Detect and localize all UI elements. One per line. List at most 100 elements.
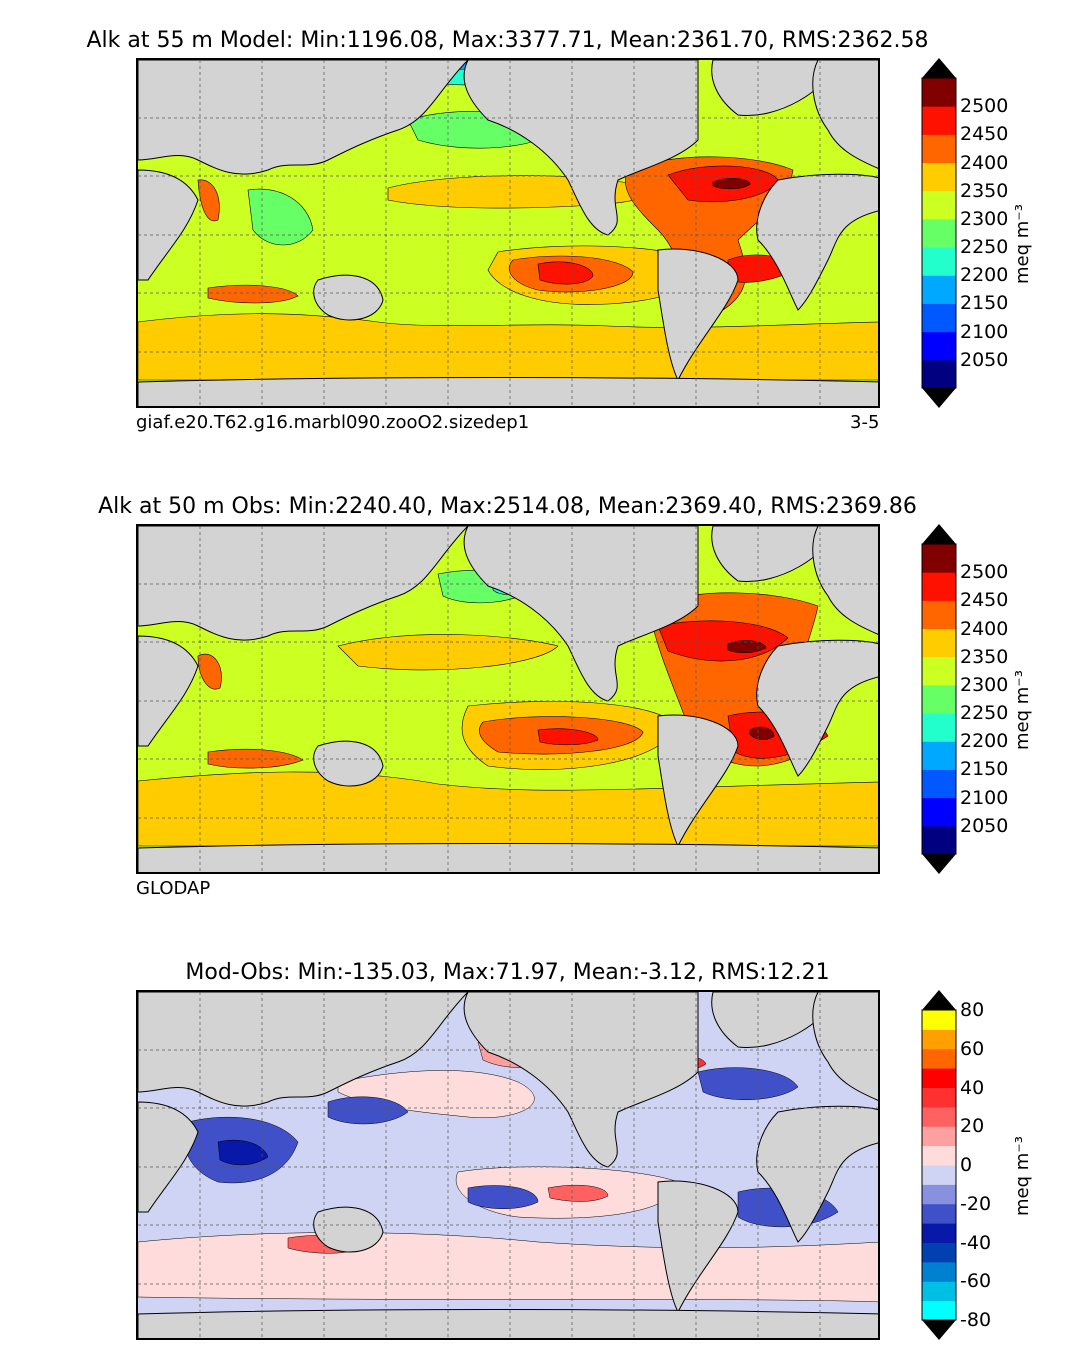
obs-source-name: GLODAP xyxy=(136,878,211,899)
colorbar-tick-label: 2150 xyxy=(960,292,1009,315)
land-south-america xyxy=(657,1180,739,1314)
colorbar-extend-min xyxy=(922,854,956,874)
land-africa xyxy=(756,639,878,777)
model-contour-2500-natl xyxy=(712,178,751,190)
model-colorbar-label: meq m⁻³ xyxy=(1012,203,1033,284)
land-europe-east xyxy=(812,526,878,635)
colorbar-swatch xyxy=(922,1300,956,1321)
colorbar-tick-label: 20 xyxy=(960,1115,985,1138)
colorbar-swatch xyxy=(922,1184,956,1205)
obs-contour-2400-sio xyxy=(207,748,304,769)
land-australia xyxy=(313,1206,384,1253)
obs-map-plot xyxy=(138,526,878,872)
land-south-america xyxy=(657,714,739,848)
colorbar-tick-label: 2500 xyxy=(960,561,1009,584)
colorbar-tick-label: 2100 xyxy=(960,320,1009,343)
colorbar-tick-label: 2350 xyxy=(960,179,1009,202)
colorbar-swatch xyxy=(922,1242,956,1263)
colorbar-extend-max xyxy=(922,990,956,1010)
colorbar-tick-label: 2300 xyxy=(960,673,1009,696)
model-colorbar-plot xyxy=(921,58,957,408)
diff-neg-np xyxy=(327,1096,409,1125)
colorbar-swatch xyxy=(922,1048,956,1069)
model-map-title: Alk at 55 m Model: Min:1196.08, Max:3377… xyxy=(86,28,929,53)
model-contour-2400-sio xyxy=(207,284,299,304)
colorbar-swatch xyxy=(922,134,956,164)
land-europe-east xyxy=(812,992,878,1101)
land-antarctica xyxy=(138,1309,878,1338)
colorbar-tick-label: 2100 xyxy=(960,786,1009,809)
diff-neg-sp xyxy=(467,1185,539,1209)
obs-colorbar: 2500 2450 2400 2350 2300 2250 2200 2150 2100 2050… xyxy=(921,524,1033,874)
graticule xyxy=(138,60,878,406)
colorbar-tick-label: -20 xyxy=(960,1192,992,1215)
land-africa-west xyxy=(138,169,199,281)
colorbar-swatch xyxy=(922,303,956,333)
colorbar-border xyxy=(921,543,957,855)
colorbar-swatch xyxy=(922,190,956,220)
colorbar-swatch xyxy=(922,1261,956,1282)
graticule xyxy=(138,526,878,872)
colorbar-tick-label: 2250 xyxy=(960,702,1009,725)
diff-pos-sp2 xyxy=(547,1184,609,1202)
model-panel: Alk at 55 m Model: Min:1196.08, Max:3377… xyxy=(0,28,1080,448)
colorbar-swatch xyxy=(922,106,956,135)
colorbar-swatch xyxy=(922,544,956,573)
colorbar-swatch xyxy=(922,1145,956,1166)
colorbar-tick-label: 2500 xyxy=(960,95,1009,118)
obs-colorbar-plot xyxy=(921,524,957,874)
colorbar-tick-label: -40 xyxy=(960,1231,992,1254)
model-contour-2450-sp xyxy=(537,261,594,285)
colorbar-extend-min xyxy=(922,388,956,408)
colorbar-swatch xyxy=(922,628,956,658)
colorbar-tick-label: 2050 xyxy=(960,814,1009,837)
graticule xyxy=(138,992,878,1338)
colorbar-border xyxy=(921,1009,957,1321)
model-contour-2250-indo xyxy=(247,188,314,246)
colorbar-tick-label: 40 xyxy=(960,1076,985,1099)
land-australia xyxy=(313,274,384,321)
diff-map-plot xyxy=(138,992,878,1338)
colorbar-swatch xyxy=(922,769,956,799)
colorbar-swatch xyxy=(922,1281,956,1302)
colorbar-swatch xyxy=(922,1126,956,1147)
colorbar-swatch xyxy=(922,1165,956,1185)
land-africa-west xyxy=(138,635,199,747)
colorbar-swatch xyxy=(922,275,956,304)
model-run-name: giaf.e20.T62.g16.marbl090.zooO2.sizedep1 xyxy=(136,412,530,433)
colorbar-swatch xyxy=(922,247,956,276)
colorbar-tick-label: 2250 xyxy=(960,236,1009,259)
land-europe-east xyxy=(812,60,878,169)
land-antarctica xyxy=(138,843,878,872)
colorbar-extend-max xyxy=(922,524,956,544)
colorbar-swatch xyxy=(922,1223,956,1243)
land-north-america xyxy=(463,60,699,236)
land-south-america xyxy=(657,248,739,382)
colorbar-tick-label: -60 xyxy=(960,1270,992,1293)
colorbar-swatch xyxy=(922,1203,956,1224)
model-colorbar: 2500 2450 2400 2350 2300 2250 2200 2150 2100 2050… xyxy=(921,58,1033,408)
colorbar-tick-label: -80 xyxy=(960,1309,992,1331)
colorbar-tick-label: 2050 xyxy=(960,348,1009,371)
colorbar-swatch xyxy=(922,741,956,770)
land-africa-west xyxy=(138,1101,199,1213)
colorbar-swatch xyxy=(922,218,956,248)
diff-colorbar-label: meq m⁻³ xyxy=(1012,1135,1033,1216)
land-africa xyxy=(756,173,878,311)
land-eurasia xyxy=(138,526,469,641)
colorbar-swatch xyxy=(922,713,956,742)
obs-contour-2500-natl xyxy=(727,640,767,654)
colorbar-swatch xyxy=(922,825,956,855)
obs-map-title: Alk at 50 m Obs: Min:2240.40, Max:2514.0… xyxy=(98,494,917,519)
colorbar-tick-label: 2300 xyxy=(960,207,1009,230)
obs-contour-2400-arab xyxy=(197,653,222,690)
land-australia xyxy=(313,740,384,787)
colorbar-extend-max xyxy=(922,58,956,78)
obs-contour-2500-satl xyxy=(749,726,775,740)
obs-panel: Alk at 50 m Obs: Min:2240.40, Max:2514.0… xyxy=(0,494,1080,914)
diff-neg-atl xyxy=(697,1067,799,1101)
diff-panel: Mod-Obs: Min:-135.03, Max:71.97, Mean:-3… xyxy=(0,960,1080,1370)
model-years: 3-5 xyxy=(850,412,880,433)
colorbar-tick-label: 2400 xyxy=(960,151,1009,174)
diff-colorbar-plot xyxy=(921,990,957,1340)
